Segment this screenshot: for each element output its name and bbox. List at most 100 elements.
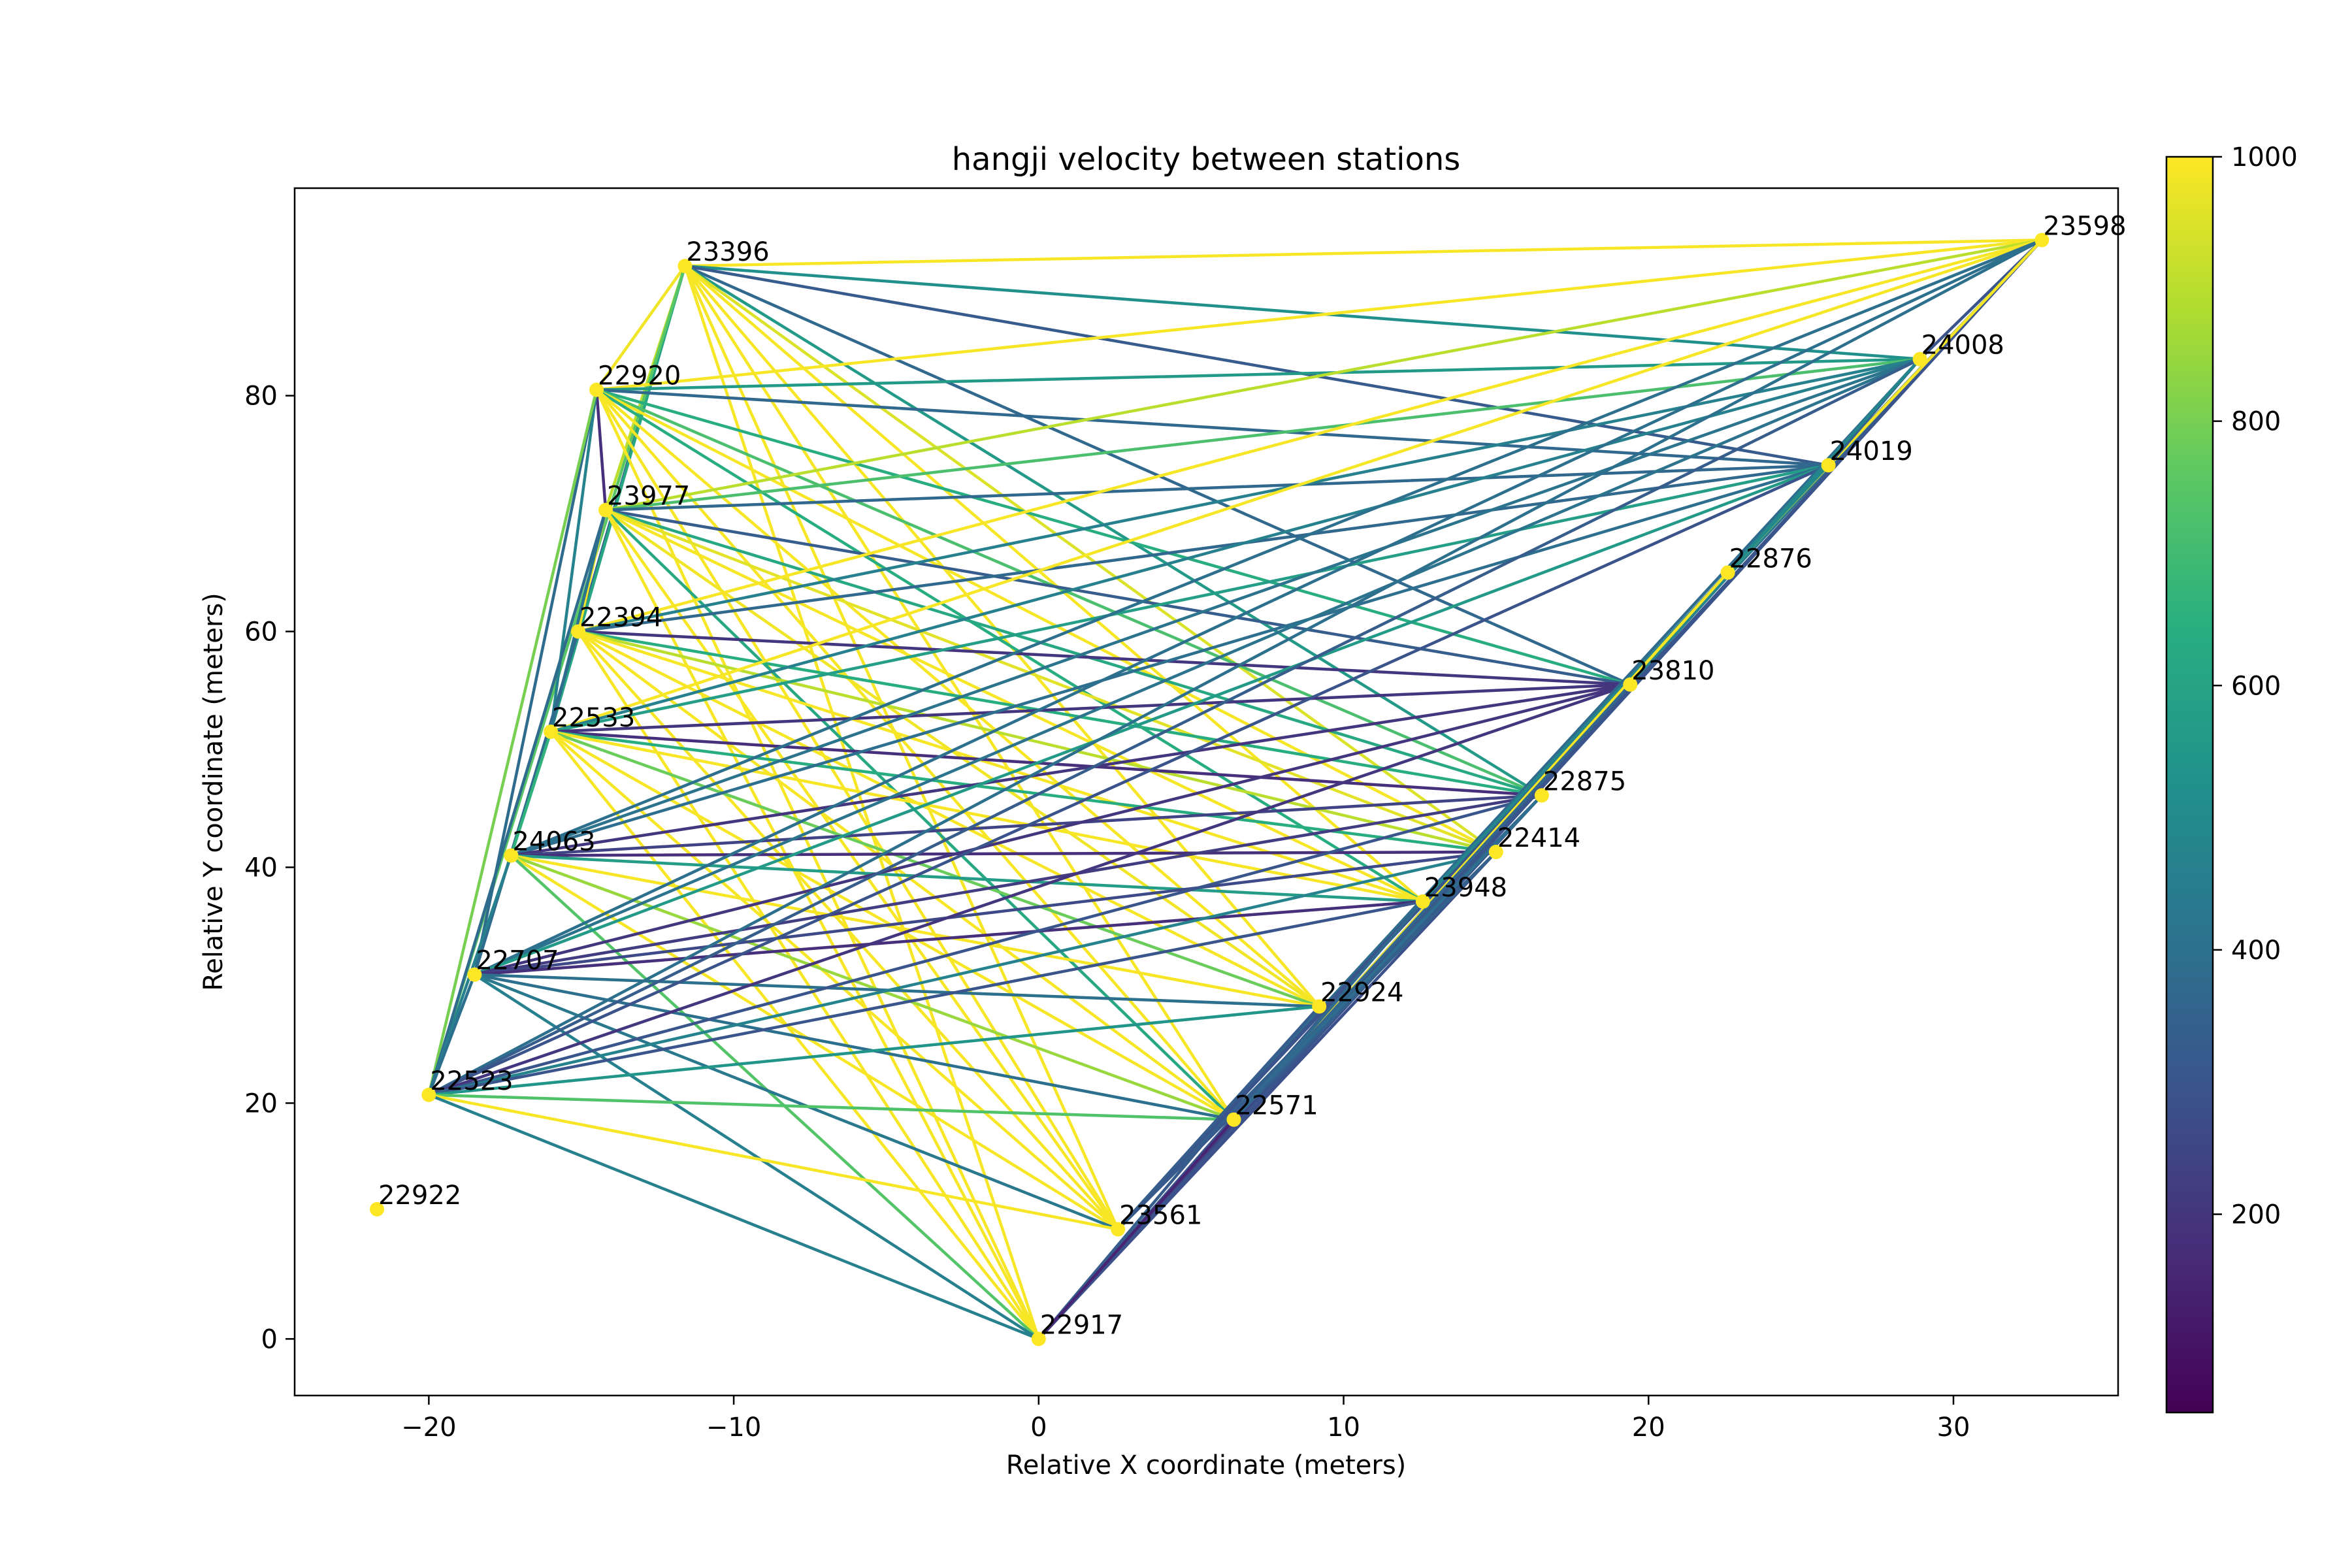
station-point <box>1111 1222 1126 1237</box>
edge-line <box>604 508 1235 1121</box>
station-point <box>571 624 586 639</box>
edge-layer <box>427 238 2044 1341</box>
edge-line <box>576 357 1921 633</box>
station-label: 22875 <box>1543 766 1626 796</box>
station-label: 22920 <box>598 361 681 391</box>
y-tick-label: 0 <box>261 1324 278 1354</box>
edge-line <box>549 730 1544 797</box>
edge-line <box>473 973 1120 1231</box>
edge-line <box>595 238 2044 391</box>
edge-line <box>595 357 1921 391</box>
y-axis-label: Relative Y coordinate (meters) <box>199 593 229 991</box>
station-label: 24019 <box>1830 436 1913 466</box>
edge-line <box>595 388 1120 1231</box>
edge-line <box>427 357 1921 1097</box>
colorbar-tick-label: 600 <box>2231 671 2281 701</box>
edge-line <box>473 794 1544 976</box>
station-point <box>1226 1112 1241 1127</box>
edge-line <box>549 357 1921 734</box>
x-axis-label: Relative X coordinate (meters) <box>1006 1450 1407 1480</box>
x-tick-label: −10 <box>706 1413 761 1443</box>
station-label: 22414 <box>1497 823 1580 853</box>
edge-line <box>595 388 1632 687</box>
edge-line <box>510 854 1120 1231</box>
station-point <box>1534 788 1549 803</box>
station-label: 22876 <box>1729 544 1812 574</box>
station-label: 23810 <box>1631 656 1714 686</box>
edge-line <box>427 900 1425 1097</box>
station-point <box>1488 845 1503 860</box>
edge-line <box>427 508 608 1097</box>
edge-line <box>595 388 1425 904</box>
edge-line <box>683 264 1425 904</box>
station-label: 22394 <box>580 603 662 633</box>
station-label: 22924 <box>1320 977 1403 1007</box>
edge-line <box>427 1093 1235 1121</box>
station-point <box>678 259 693 274</box>
edge-line <box>595 388 1544 797</box>
colorbar <box>2165 155 2214 1414</box>
x-axis: −20 −10 0 10 20 30 <box>401 1396 1970 1443</box>
edge-line <box>427 238 2044 1097</box>
station-label: 23977 <box>607 482 690 512</box>
edge-line <box>427 1005 1321 1097</box>
edge-line <box>604 508 1120 1231</box>
station-point <box>1912 351 1927 367</box>
station-label: 23561 <box>1119 1201 1202 1231</box>
colorbar-axis: 200 400 600 800 1000 <box>2213 142 2298 1230</box>
edge-line <box>510 463 1830 857</box>
y-tick-label: 80 <box>244 382 278 412</box>
edge-line <box>510 854 1321 1008</box>
edge-line <box>473 238 2044 976</box>
station-point <box>421 1087 436 1102</box>
station-label: 22707 <box>476 946 559 976</box>
edge-line <box>549 388 598 734</box>
edge-line <box>683 264 1544 797</box>
edge-line <box>683 264 1235 1121</box>
station-point <box>1623 677 1638 692</box>
station-label: 22571 <box>1235 1091 1318 1121</box>
edge-line <box>427 463 1830 1097</box>
edge-line <box>473 630 580 976</box>
station-point <box>1415 894 1430 909</box>
edge-line <box>549 683 1632 734</box>
edge-line <box>473 973 1235 1121</box>
edge-line <box>427 973 476 1097</box>
station-point <box>1312 999 1327 1014</box>
station-label: 22523 <box>430 1066 513 1096</box>
edge-line <box>473 850 1498 976</box>
colorbar-tick-label: 200 <box>2231 1200 2281 1230</box>
station-point <box>1821 458 1836 473</box>
y-tick-label: 60 <box>244 617 278 647</box>
edge-line <box>683 264 1120 1231</box>
edge-line <box>595 264 687 391</box>
edge-line <box>510 683 1632 857</box>
x-tick-label: −20 <box>401 1413 456 1443</box>
edge-line <box>549 730 1425 904</box>
edge-line <box>427 1093 1041 1341</box>
station-point <box>1031 1331 1046 1347</box>
edge-line <box>549 264 687 734</box>
y-axis: 0 20 40 60 80 <box>244 382 295 1354</box>
edge-line <box>510 854 1425 904</box>
station-label: 23948 <box>1424 873 1507 903</box>
edge-line <box>549 730 1498 854</box>
plot-frame <box>293 187 2119 1397</box>
edge-line <box>576 463 1830 633</box>
edge-line <box>549 730 1321 1008</box>
colorbar-tick-label: 400 <box>2231 936 2281 966</box>
edge-line <box>427 683 1632 1097</box>
edge-line <box>595 388 1041 1341</box>
edge-line <box>510 357 1921 857</box>
edge-line <box>1232 900 1425 1121</box>
edge-line <box>683 264 1498 854</box>
station-label: 22533 <box>552 703 635 733</box>
station-label: 23396 <box>686 237 769 267</box>
edge-line <box>510 238 2044 857</box>
edge-line <box>1726 463 1830 574</box>
y-tick-label: 20 <box>244 1088 278 1119</box>
edge-line <box>549 238 2044 734</box>
edge-line <box>604 463 1830 512</box>
edge-line <box>510 730 553 857</box>
edge-line <box>576 630 1632 687</box>
